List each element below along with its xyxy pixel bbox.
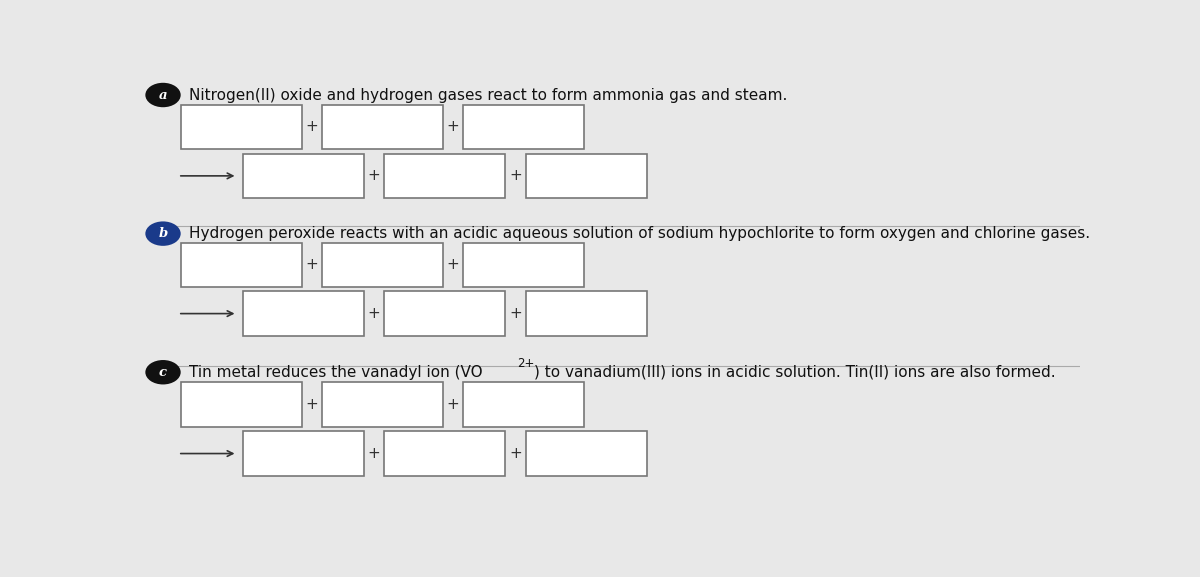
Bar — [463, 105, 584, 149]
Text: +: + — [446, 397, 460, 412]
Text: +: + — [367, 446, 380, 461]
Bar — [181, 105, 301, 149]
Text: +: + — [509, 168, 522, 183]
Text: Nitrogen(II) oxide and hydrogen gases react to form ammonia gas and steam.: Nitrogen(II) oxide and hydrogen gases re… — [190, 88, 787, 103]
Text: Tin metal reduces the vanadyl ion (VO: Tin metal reduces the vanadyl ion (VO — [190, 365, 482, 380]
Bar — [242, 432, 364, 476]
Ellipse shape — [145, 360, 181, 384]
Bar — [322, 105, 443, 149]
Text: +: + — [509, 306, 522, 321]
Bar — [181, 242, 301, 287]
Bar — [526, 291, 647, 336]
Text: +: + — [509, 446, 522, 461]
Text: +: + — [367, 168, 380, 183]
Text: +: + — [446, 257, 460, 272]
Text: b: b — [158, 227, 168, 240]
Bar — [384, 291, 505, 336]
Ellipse shape — [145, 83, 181, 107]
Bar — [242, 153, 364, 198]
Text: +: + — [306, 397, 318, 412]
Bar — [384, 153, 505, 198]
Text: 2+: 2+ — [517, 357, 535, 370]
Ellipse shape — [145, 222, 181, 246]
Text: +: + — [306, 119, 318, 134]
Text: c: c — [158, 366, 167, 379]
Bar — [242, 291, 364, 336]
Text: a: a — [158, 88, 167, 102]
Text: +: + — [446, 119, 460, 134]
Bar — [463, 383, 584, 427]
Bar — [322, 242, 443, 287]
Text: Hydrogen peroxide reacts with an acidic aqueous solution of sodium hypochlorite : Hydrogen peroxide reacts with an acidic … — [190, 226, 1090, 241]
Bar — [322, 383, 443, 427]
Bar — [384, 432, 505, 476]
Text: ) to vanadium(III) ions in acidic solution. Tin(II) ions are also formed.: ) to vanadium(III) ions in acidic soluti… — [534, 365, 1056, 380]
Text: +: + — [306, 257, 318, 272]
Bar — [463, 242, 584, 287]
Bar — [526, 153, 647, 198]
Bar — [526, 432, 647, 476]
Text: +: + — [367, 306, 380, 321]
Bar — [181, 383, 301, 427]
